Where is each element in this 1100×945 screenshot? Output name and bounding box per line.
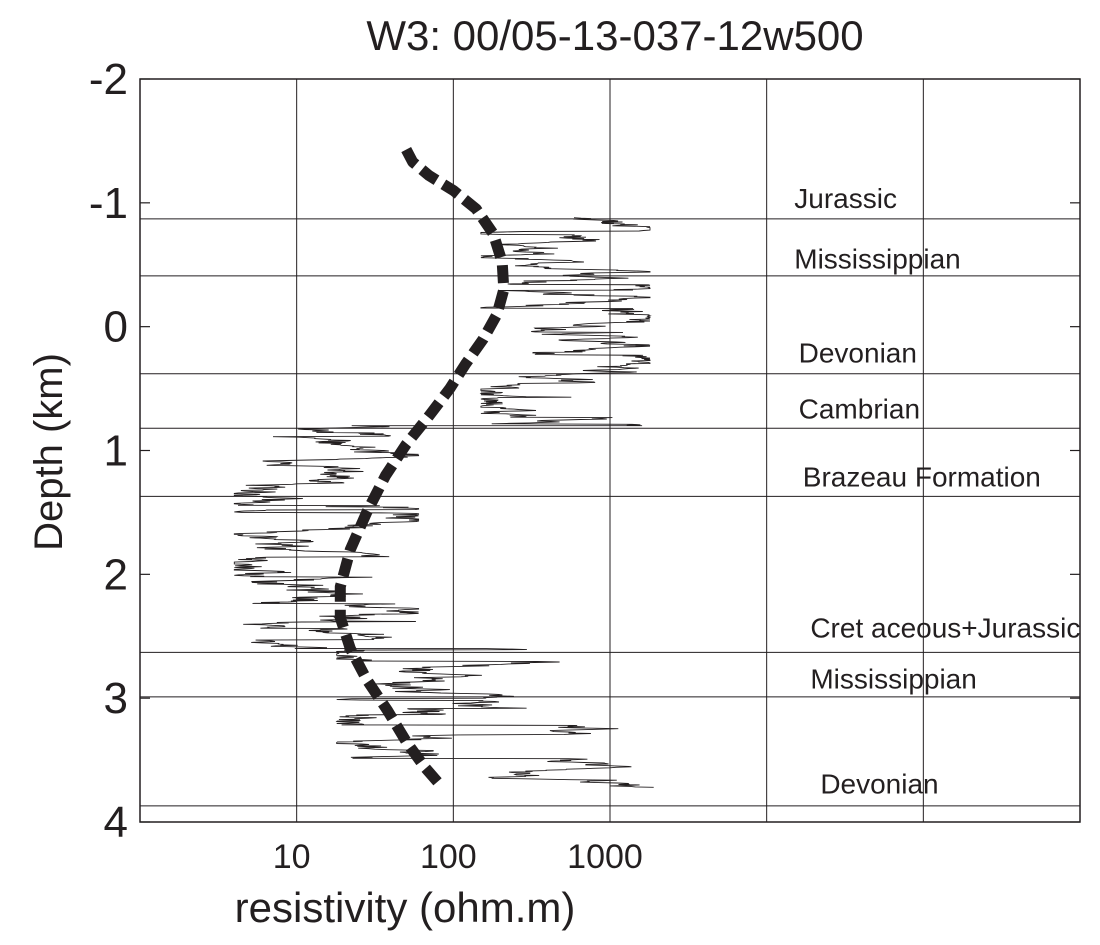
grid: [140, 79, 1080, 822]
formation-label: Devonian: [820, 769, 938, 800]
y-tick-label: 4: [104, 798, 128, 847]
formation-label: Devonian: [799, 338, 917, 369]
resistivity-log-trace: [233, 217, 654, 788]
x-tick-label: 1000: [567, 838, 643, 876]
y-tick-label: 1: [104, 427, 128, 476]
formation-label: Jurassic: [794, 183, 897, 214]
y-tick-label: -2: [89, 55, 128, 104]
y-tick-label: 0: [104, 303, 128, 352]
x-tick-label: 10: [273, 838, 311, 876]
axis-ticks: -2 -1 0 1 2 3 4 10 100 1000: [89, 55, 1080, 876]
formation-label: Mississippian: [794, 244, 961, 275]
x-tick-label: 100: [420, 838, 477, 876]
formation-labels: Jurassic Mississippian Devonian Cambrian Bra…: [794, 183, 1080, 800]
formation-label: Cambrian: [799, 393, 920, 424]
smoothed-resistivity-series: [334, 147, 510, 791]
y-tick-label: -1: [89, 179, 128, 228]
y-tick-label: 2: [104, 550, 128, 599]
y-tick-label: 3: [104, 674, 128, 723]
formation-label: Mississippian: [810, 663, 977, 694]
formation-label: Brazeau Formation: [803, 462, 1041, 493]
y-axis-label: Depth (km): [27, 353, 71, 551]
resistivity-log-series: [233, 217, 654, 788]
chart-title: W3: 00/05-13-037-12w500: [366, 12, 863, 59]
formation-label: Cret aceous+Jurassic: [810, 613, 1080, 644]
smoothed-resistivity-curve: [334, 147, 510, 791]
x-axis-label: resistivity (ohm.m): [235, 884, 576, 931]
